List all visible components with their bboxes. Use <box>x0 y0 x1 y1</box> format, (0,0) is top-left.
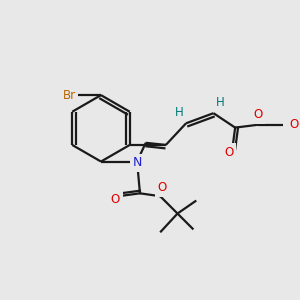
Text: O: O <box>254 108 263 121</box>
Text: N: N <box>132 157 142 169</box>
Text: H: H <box>175 106 184 119</box>
Text: H: H <box>215 96 224 109</box>
Text: O: O <box>289 118 298 131</box>
Text: Br: Br <box>63 88 76 102</box>
Text: O: O <box>111 193 120 206</box>
Text: O: O <box>224 146 233 159</box>
Text: O: O <box>157 181 166 194</box>
